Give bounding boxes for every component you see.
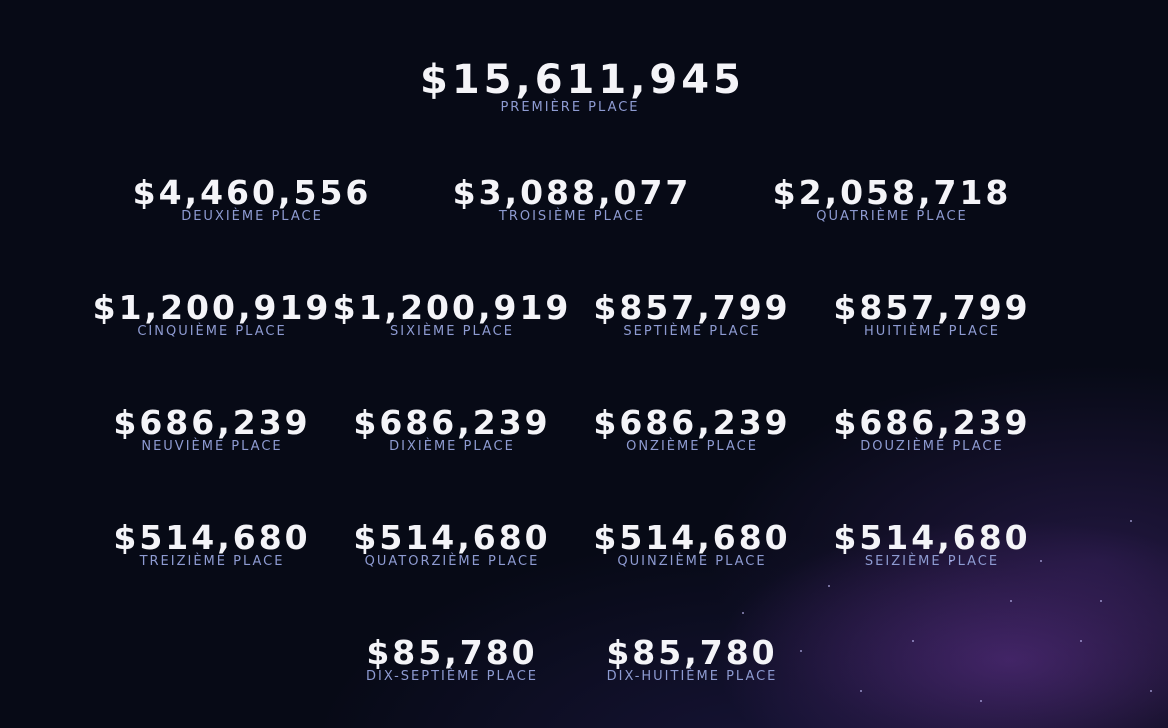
prize-place: $15,611,945 PREMIÈRE PLACE xyxy=(420,57,745,116)
prize-amount: $2,058,718 xyxy=(772,173,1012,212)
place-label: QUATRIÈME PLACE xyxy=(816,209,968,224)
prize-amount: $686,239 xyxy=(833,403,1031,442)
place-label: HUITIÈME PLACE xyxy=(863,324,1000,339)
prize-amount: $514,680 xyxy=(833,518,1031,557)
place-label: TREIZIÈME PLACE xyxy=(139,554,285,569)
prize-place: $857,799 HUITIÈME PLACE xyxy=(782,290,1082,340)
star xyxy=(950,560,952,562)
star xyxy=(1150,690,1152,692)
prize-place: $2,058,718 QUATRIÈME PLACE xyxy=(742,175,1042,225)
place-label: DIXIÈME PLACE xyxy=(389,439,515,454)
prize-place: $85,780 DIX-SEPTIÈME PLACE xyxy=(302,635,602,685)
prize-place: $4,460,556 DEUXIÈME PLACE xyxy=(102,175,402,225)
star xyxy=(912,640,914,642)
place-label: QUATORZIÈME PLACE xyxy=(364,554,540,569)
prize-place: $514,680 SEIZIÈME PLACE xyxy=(782,520,1082,570)
place-label: TROISIÈME PLACE xyxy=(498,209,646,224)
prize-place: $514,680 QUATORZIÈME PLACE xyxy=(302,520,602,570)
place-label: SIXIÈME PLACE xyxy=(390,324,514,339)
star xyxy=(742,612,744,614)
prize-amount: $514,680 xyxy=(113,518,311,557)
prize-amount: $15,611,945 xyxy=(420,57,745,103)
prize-amount: $514,680 xyxy=(353,518,551,557)
place-label: DEUXIÈME PLACE xyxy=(181,209,323,224)
prize-amount: $686,239 xyxy=(113,403,311,442)
star xyxy=(800,650,802,652)
prize-place: $1,200,919 CINQUIÈME PLACE xyxy=(62,290,362,340)
prize-place: $686,239 ONZIÈME PLACE xyxy=(542,405,842,455)
place-label: SEIZIÈME PLACE xyxy=(864,554,1000,569)
place-label: NEUVIÈME PLACE xyxy=(141,439,283,454)
prize-amount: $4,460,556 xyxy=(132,173,372,212)
prize-amount: $3,088,077 xyxy=(452,173,692,212)
place-label: QUINZIÈME PLACE xyxy=(617,554,767,569)
prize-amount: $514,680 xyxy=(593,518,791,557)
place-label: DOUZIÈME PLACE xyxy=(860,439,1004,454)
prize-place: $514,680 TREIZIÈME PLACE xyxy=(62,520,362,570)
star xyxy=(1130,520,1132,522)
prize-place: $686,239 NEUVIÈME PLACE xyxy=(62,405,362,455)
place-label: CINQUIÈME PLACE xyxy=(137,324,287,339)
prize-amount: $85,780 xyxy=(606,633,778,672)
prize-place: $514,680 QUINZIÈME PLACE xyxy=(542,520,842,570)
star xyxy=(980,700,982,702)
prize-amount: $857,799 xyxy=(833,288,1031,327)
place-label: SEPTIÈME PLACE xyxy=(623,324,761,339)
star xyxy=(1100,600,1102,602)
star xyxy=(828,585,830,587)
prize-amount: $85,780 xyxy=(366,633,538,672)
prize-amount: $857,799 xyxy=(593,288,791,327)
place-label: DIX-SEPTIÈME PLACE xyxy=(366,669,538,684)
place-label: DIX-HUITIÈME PLACE xyxy=(606,669,778,684)
place-label: PREMIÈRE PLACE xyxy=(500,100,640,115)
prize-place: $1,200,919 SIXIÈME PLACE xyxy=(302,290,602,340)
star xyxy=(860,690,862,692)
star xyxy=(1010,600,1012,602)
prize-place: $857,799 SEPTIÈME PLACE xyxy=(542,290,842,340)
prize-amount: $1,200,919 xyxy=(92,288,332,327)
star xyxy=(1080,640,1082,642)
prize-place: $3,088,077 TROISIÈME PLACE xyxy=(422,175,722,225)
prize-amount: $1,200,919 xyxy=(332,288,572,327)
prize-place: $686,239 DOUZIÈME PLACE xyxy=(782,405,1082,455)
prize-place: $686,239 DIXIÈME PLACE xyxy=(302,405,602,455)
star xyxy=(1040,560,1042,562)
place-label: ONZIÈME PLACE xyxy=(626,439,758,454)
prize-amount: $686,239 xyxy=(593,403,791,442)
prize-amount: $686,239 xyxy=(353,403,551,442)
prize-place: $85,780 DIX-HUITIÈME PLACE xyxy=(542,635,842,685)
